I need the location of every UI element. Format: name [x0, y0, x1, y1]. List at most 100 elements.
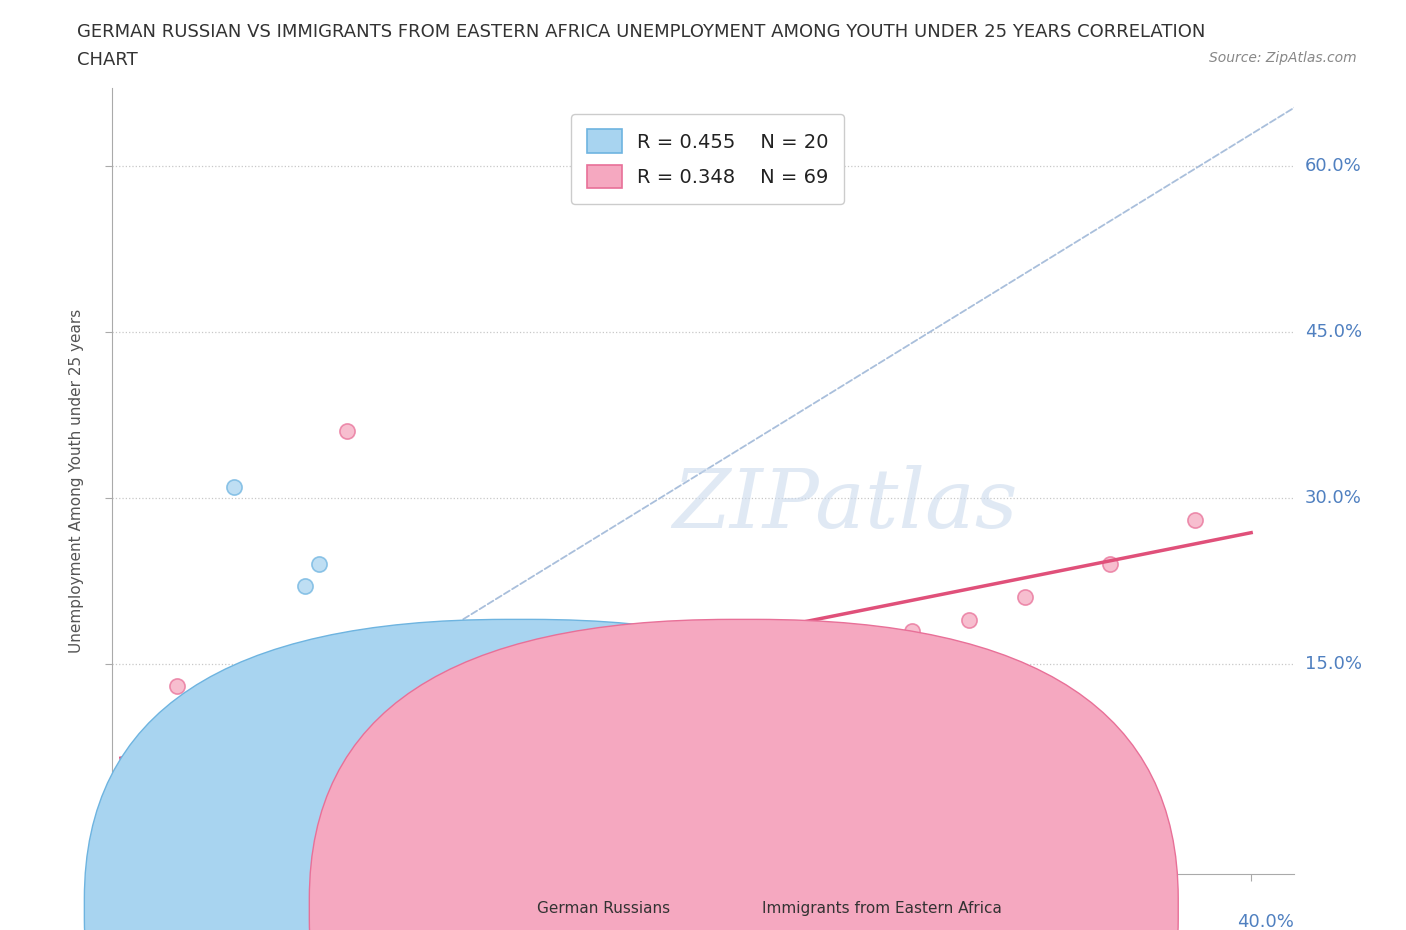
Text: 45.0%: 45.0% [1305, 323, 1362, 341]
Point [364, 711, 387, 726]
Point [392, 745, 415, 760]
Point [533, 700, 555, 715]
Point [392, 711, 415, 726]
Point [336, 679, 359, 694]
Point [294, 734, 316, 749]
Point [166, 756, 188, 771]
Point [449, 723, 471, 737]
Point [166, 679, 188, 694]
Point [308, 745, 330, 760]
Point [731, 137, 754, 152]
Point [449, 690, 471, 705]
Point [280, 711, 302, 726]
Point [336, 711, 359, 726]
Point [222, 734, 245, 749]
Legend: R = 0.455    N = 20, R = 0.348    N = 69: R = 0.455 N = 20, R = 0.348 N = 69 [571, 113, 844, 204]
Point [1184, 512, 1206, 527]
Point [222, 668, 245, 683]
Text: GERMAN RUSSIAN VS IMMIGRANTS FROM EASTERN AFRICA UNEMPLOYMENT AMONG YOUTH UNDER : GERMAN RUSSIAN VS IMMIGRANTS FROM EASTER… [77, 23, 1206, 41]
Point [815, 623, 838, 638]
Point [562, 679, 585, 694]
Point [236, 756, 259, 771]
Point [252, 745, 274, 760]
Point [675, 668, 697, 683]
Point [222, 723, 245, 737]
Point [350, 723, 373, 737]
Point [815, 657, 838, 671]
Point [845, 645, 868, 660]
Text: CHART: CHART [77, 51, 138, 69]
Point [222, 745, 245, 760]
Point [222, 745, 245, 760]
Point [505, 645, 527, 660]
Point [308, 723, 330, 737]
Point [280, 734, 302, 749]
Point [322, 711, 344, 726]
Point [208, 700, 231, 715]
Point [194, 756, 217, 771]
Point [364, 723, 387, 737]
Text: 0.0%: 0.0% [112, 913, 157, 930]
Text: 60.0%: 60.0% [1305, 157, 1361, 175]
Point [180, 745, 202, 760]
Point [562, 690, 585, 705]
Point [138, 756, 160, 771]
Point [166, 767, 188, 782]
Point [138, 734, 160, 749]
Point [731, 668, 754, 683]
Point [449, 668, 471, 683]
Point [308, 557, 330, 572]
Point [392, 734, 415, 749]
Point [420, 690, 443, 705]
Point [901, 623, 924, 638]
Point [152, 756, 174, 771]
Point [166, 790, 188, 804]
Point [166, 745, 188, 760]
Point [1014, 590, 1036, 604]
Text: German Russians: German Russians [537, 901, 671, 916]
Point [675, 679, 697, 694]
Point [280, 756, 302, 771]
Point [477, 700, 499, 715]
Text: 30.0%: 30.0% [1305, 489, 1361, 507]
Point [308, 690, 330, 705]
Point [336, 745, 359, 760]
Point [619, 679, 641, 694]
Y-axis label: Unemployment Among Youth under 25 years: Unemployment Among Youth under 25 years [69, 309, 84, 654]
Point [280, 679, 302, 694]
Point [194, 711, 217, 726]
Point [252, 679, 274, 694]
Point [378, 711, 401, 726]
Point [194, 756, 217, 771]
Point [336, 424, 359, 439]
Point [266, 745, 288, 760]
Point [957, 612, 980, 627]
Point [222, 690, 245, 705]
Text: ZIPatlas: ZIPatlas [672, 465, 1018, 545]
Text: Immigrants from Eastern Africa: Immigrants from Eastern Africa [762, 901, 1002, 916]
Point [208, 745, 231, 760]
Point [124, 745, 146, 760]
Point [252, 723, 274, 737]
Point [252, 723, 274, 737]
Point [505, 711, 527, 726]
Point [208, 767, 231, 782]
Point [1098, 557, 1121, 572]
Point [252, 734, 274, 749]
Point [138, 767, 160, 782]
Point [166, 723, 188, 737]
Point [222, 479, 245, 494]
Point [194, 756, 217, 771]
Point [180, 711, 202, 726]
Point [420, 723, 443, 737]
Text: Source: ZipAtlas.com: Source: ZipAtlas.com [1209, 51, 1357, 65]
Point [180, 778, 202, 793]
Point [252, 767, 274, 782]
Point [364, 734, 387, 749]
Point [294, 579, 316, 594]
Text: 40.0%: 40.0% [1237, 913, 1294, 930]
Point [236, 723, 259, 737]
Point [591, 690, 613, 705]
Point [222, 778, 245, 793]
Point [364, 700, 387, 715]
